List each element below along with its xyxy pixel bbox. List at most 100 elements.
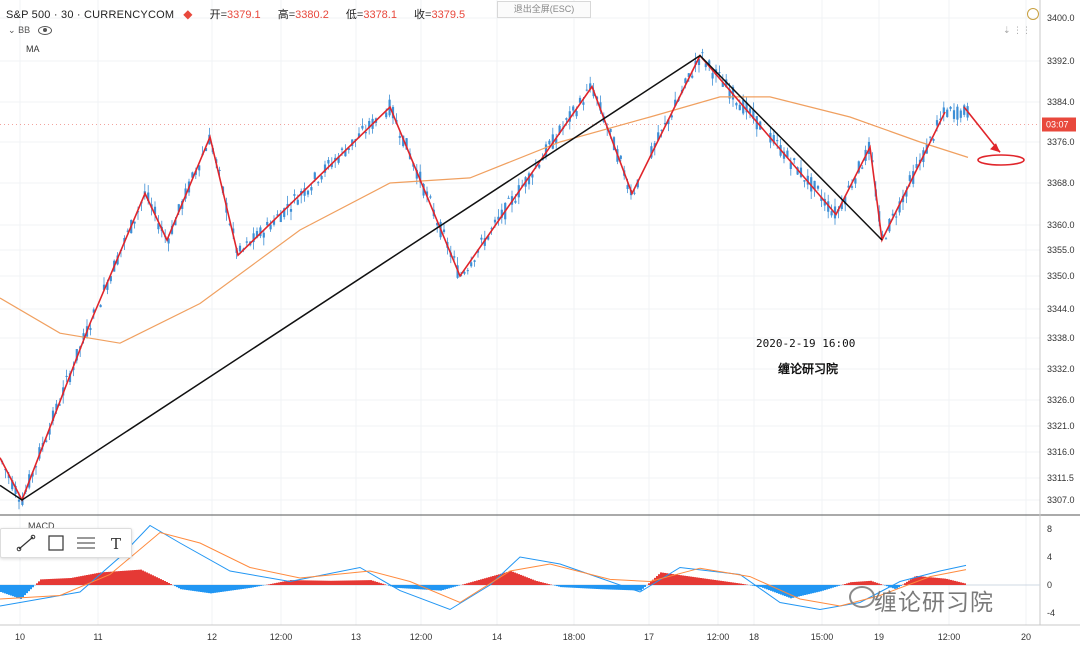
macd-histogram-bar [480, 579, 482, 585]
chevron-down-icon[interactable]: ⌄ [8, 25, 16, 35]
macd-histogram-bar [272, 583, 274, 585]
macd-histogram-bar [732, 582, 734, 585]
macd-histogram-bar [326, 580, 328, 585]
candle-body [126, 230, 129, 232]
price-tick-label: 3376.0 [1047, 137, 1075, 147]
macd-histogram-bar [464, 583, 466, 585]
candle-body [228, 223, 231, 225]
macd-histogram-bar [274, 583, 276, 585]
macd-histogram-bar [556, 585, 558, 587]
price-tick-label: 3332.0 [1047, 364, 1075, 374]
svg-text:T: T [111, 535, 121, 553]
macd-histogram-bar [738, 583, 740, 585]
chart-tools-icons[interactable]: ⇣ ⋮⋮ [1003, 25, 1032, 35]
favorite-star-icon[interactable]: ◆ [183, 7, 193, 21]
macd-histogram-bar [396, 585, 398, 588]
rectangle-tool-icon[interactable] [45, 533, 67, 553]
candle-body [582, 102, 585, 105]
macd-histogram-bar [428, 585, 430, 590]
macd-histogram-bar [594, 585, 596, 589]
macd-histogram-bar [236, 585, 238, 590]
macd-histogram-bar [178, 585, 180, 589]
macd-histogram-bar [628, 585, 630, 591]
macd-histogram-bar [866, 581, 868, 585]
macd-histogram-bar [286, 580, 288, 585]
candle-body [269, 224, 272, 230]
candle-body [796, 167, 799, 175]
macd-histogram-bar [86, 575, 88, 585]
candle-body [820, 196, 823, 202]
candle-body [45, 440, 48, 442]
macd-histogram-bar [656, 576, 658, 585]
ma-indicator-label[interactable]: MA [26, 44, 40, 54]
macd-histogram-bar [816, 585, 818, 593]
parallel-lines-tool-icon[interactable] [75, 533, 97, 553]
candle-body [718, 72, 721, 74]
macd-histogram-bar [884, 585, 886, 586]
candle-body [963, 105, 966, 115]
trendline-tool-icon[interactable] [15, 533, 37, 553]
time-tick-label: 12:00 [707, 632, 730, 642]
eye-icon[interactable] [37, 26, 52, 36]
macd-histogram-bar [416, 585, 418, 590]
exit-fullscreen-button[interactable]: 退出全屏(ESC) [497, 1, 591, 18]
macd-histogram-bar [538, 581, 540, 585]
macd-histogram-bar [258, 585, 260, 587]
macd-histogram-bar [324, 580, 326, 585]
annotation-arrowhead [990, 143, 1000, 153]
candle-body [92, 309, 95, 313]
candle-body [466, 270, 469, 272]
macd-histogram-bar [44, 579, 46, 585]
macd-histogram-bar [50, 578, 52, 585]
macd-histogram-bar [688, 576, 690, 585]
candle-body [531, 174, 534, 178]
candle-body [684, 78, 687, 84]
candle-body [167, 238, 170, 244]
candle-body [711, 73, 714, 79]
price-tick-label: 3350.0 [1047, 271, 1075, 281]
macd-histogram-bar [524, 576, 526, 585]
macd-histogram-bar [938, 578, 940, 585]
macd-histogram-bar [208, 585, 210, 594]
macd-histogram-bar [566, 585, 568, 588]
macd-histogram-bar [764, 585, 766, 589]
macd-histogram-bar [736, 583, 738, 585]
bb-indicator-label[interactable]: BB [18, 25, 31, 35]
candle-body [959, 110, 962, 118]
candle-body [255, 231, 259, 238]
macd-histogram-bar [402, 585, 404, 589]
macd-histogram-bar [682, 575, 684, 585]
candle-body [721, 82, 724, 87]
macd-histogram-bar [430, 585, 432, 590]
macd-histogram-bar [160, 579, 162, 585]
candle-body [330, 163, 333, 168]
macd-histogram-bar [666, 573, 668, 585]
price-tick-label: 3392.0 [1047, 56, 1075, 66]
macd-histogram-bar [76, 576, 78, 585]
candle-body [891, 213, 894, 216]
candle-body [830, 211, 833, 216]
candle-body [306, 190, 310, 195]
candle-body [813, 180, 816, 190]
text-tool-icon[interactable]: T [105, 533, 127, 553]
macd-histogram-bar [330, 580, 332, 585]
candle-body [799, 167, 803, 178]
macd-histogram-bar [616, 585, 618, 590]
macd-histogram-bar [602, 585, 604, 590]
macd-histogram-bar [52, 578, 54, 585]
macd-histogram-bar [352, 580, 354, 585]
macd-histogram-bar [290, 580, 292, 585]
macd-histogram-bar [588, 585, 590, 589]
macd-histogram-bar [88, 574, 90, 585]
macd-histogram-bar [716, 580, 718, 585]
symbol-title[interactable]: S&P 500 · 30 · CURRENCYCOM [6, 9, 175, 21]
macd-histogram-bar [528, 578, 530, 585]
macd-histogram-bar [444, 585, 446, 590]
macd-histogram-bar [334, 580, 336, 585]
macd-histogram-bar [418, 585, 420, 590]
macd-histogram-bar [196, 585, 198, 592]
settings-icon[interactable] [1027, 8, 1039, 20]
candle-body [514, 200, 517, 203]
bb-indicator-row[interactable]: ⌄ BB [8, 25, 52, 36]
